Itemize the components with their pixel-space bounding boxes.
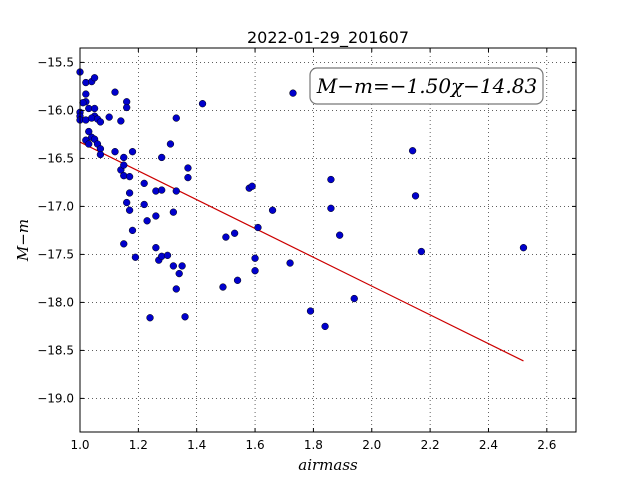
data-point (85, 127, 93, 136)
x-tick-label: 1.2 (129, 438, 148, 452)
data-point (289, 89, 297, 97)
fit-line-layer (79, 141, 524, 362)
data-point (172, 285, 180, 293)
data-point (120, 161, 128, 169)
data-point (181, 313, 189, 321)
data-point (327, 204, 335, 212)
data-point (172, 187, 180, 195)
data-point (140, 179, 148, 188)
data-point (152, 212, 160, 220)
data-point (233, 276, 242, 284)
y-tick-label: −18.5 (37, 343, 74, 357)
data-point (306, 307, 315, 315)
data-point (125, 206, 134, 214)
data-point (125, 189, 134, 197)
y-tick-label: −19.0 (37, 391, 74, 405)
data-point (169, 262, 178, 270)
data-point (219, 283, 227, 291)
y-tick-label: −18.0 (37, 295, 74, 309)
data-point (198, 100, 207, 108)
chart-title: 2022-01-29_201607 (247, 28, 409, 48)
data-point (169, 208, 178, 216)
data-point (254, 223, 262, 232)
data-point (408, 147, 417, 155)
data-point (143, 217, 151, 225)
fit-annotation: M−m=−1.50χ−14.83 (309, 67, 544, 105)
y-axis-label: M−m (14, 219, 32, 262)
data-point (158, 186, 166, 194)
data-point (230, 229, 239, 237)
data-point (248, 182, 256, 190)
data-point (158, 153, 166, 162)
data-point (128, 148, 137, 156)
axis-ticks: 1.0 1.2 1.4 1.6 1.8 2.0 2.2 2.4 2.6 −15.5 −16.0 −16… (37, 48, 576, 452)
grid (79, 48, 576, 432)
data-point (123, 198, 131, 207)
data-point (79, 99, 87, 107)
data-point (123, 103, 131, 112)
data-point (251, 254, 259, 262)
data-point (184, 173, 192, 182)
data-point (140, 200, 148, 209)
data-point (175, 269, 183, 278)
data-point (96, 150, 105, 159)
data-point (146, 314, 154, 322)
data-point (111, 148, 119, 156)
data-point (111, 88, 119, 96)
data-point (172, 114, 180, 122)
x-tick-label: 2.4 (479, 438, 498, 452)
x-tick-label: 2.2 (421, 438, 440, 452)
data-point (120, 153, 128, 162)
data-point (286, 259, 294, 267)
data-point (336, 231, 344, 239)
data-point (131, 253, 140, 261)
data-point (417, 247, 426, 256)
points-layer (76, 68, 528, 331)
fit-annotation-box (309, 67, 544, 105)
data-point (251, 267, 259, 275)
y-tick-label: −16.0 (37, 103, 74, 117)
data-point (519, 244, 528, 252)
data-point (178, 262, 186, 270)
plot-frame (79, 47, 577, 433)
x-tick-label: 2.0 (362, 438, 381, 452)
y-tick-label: −17.5 (37, 247, 74, 261)
data-point (90, 74, 99, 82)
data-point (125, 172, 134, 181)
data-point (117, 117, 125, 125)
x-axis-label: airmass (298, 456, 358, 474)
data-point (96, 118, 105, 126)
data-point (411, 192, 420, 200)
data-point (152, 244, 160, 252)
data-point (105, 113, 113, 121)
data-point (268, 206, 277, 214)
x-tick-label: 1.0 (70, 438, 89, 452)
data-point (90, 104, 99, 113)
x-tick-label: 1.8 (304, 438, 323, 452)
data-point (184, 164, 192, 172)
data-point (163, 251, 172, 260)
fit-annotation-text: M−m=−1.50χ−14.83 (316, 74, 537, 98)
x-tick-label: 1.4 (187, 438, 206, 452)
y-tick-label: −16.5 (37, 151, 74, 165)
y-tick-label: −15.5 (37, 55, 74, 69)
data-point (166, 140, 175, 148)
data-point (82, 90, 90, 98)
data-point (350, 294, 358, 303)
data-point (222, 233, 230, 241)
data-point (128, 226, 137, 235)
data-point (321, 322, 329, 331)
x-tick-label: 1.6 (246, 438, 265, 452)
y-tick-label: −17.0 (37, 199, 74, 213)
fit-line (79, 141, 524, 362)
data-point (85, 140, 93, 148)
data-point (120, 240, 128, 248)
x-tick-label: 2.6 (537, 438, 556, 452)
data-point (327, 175, 335, 184)
